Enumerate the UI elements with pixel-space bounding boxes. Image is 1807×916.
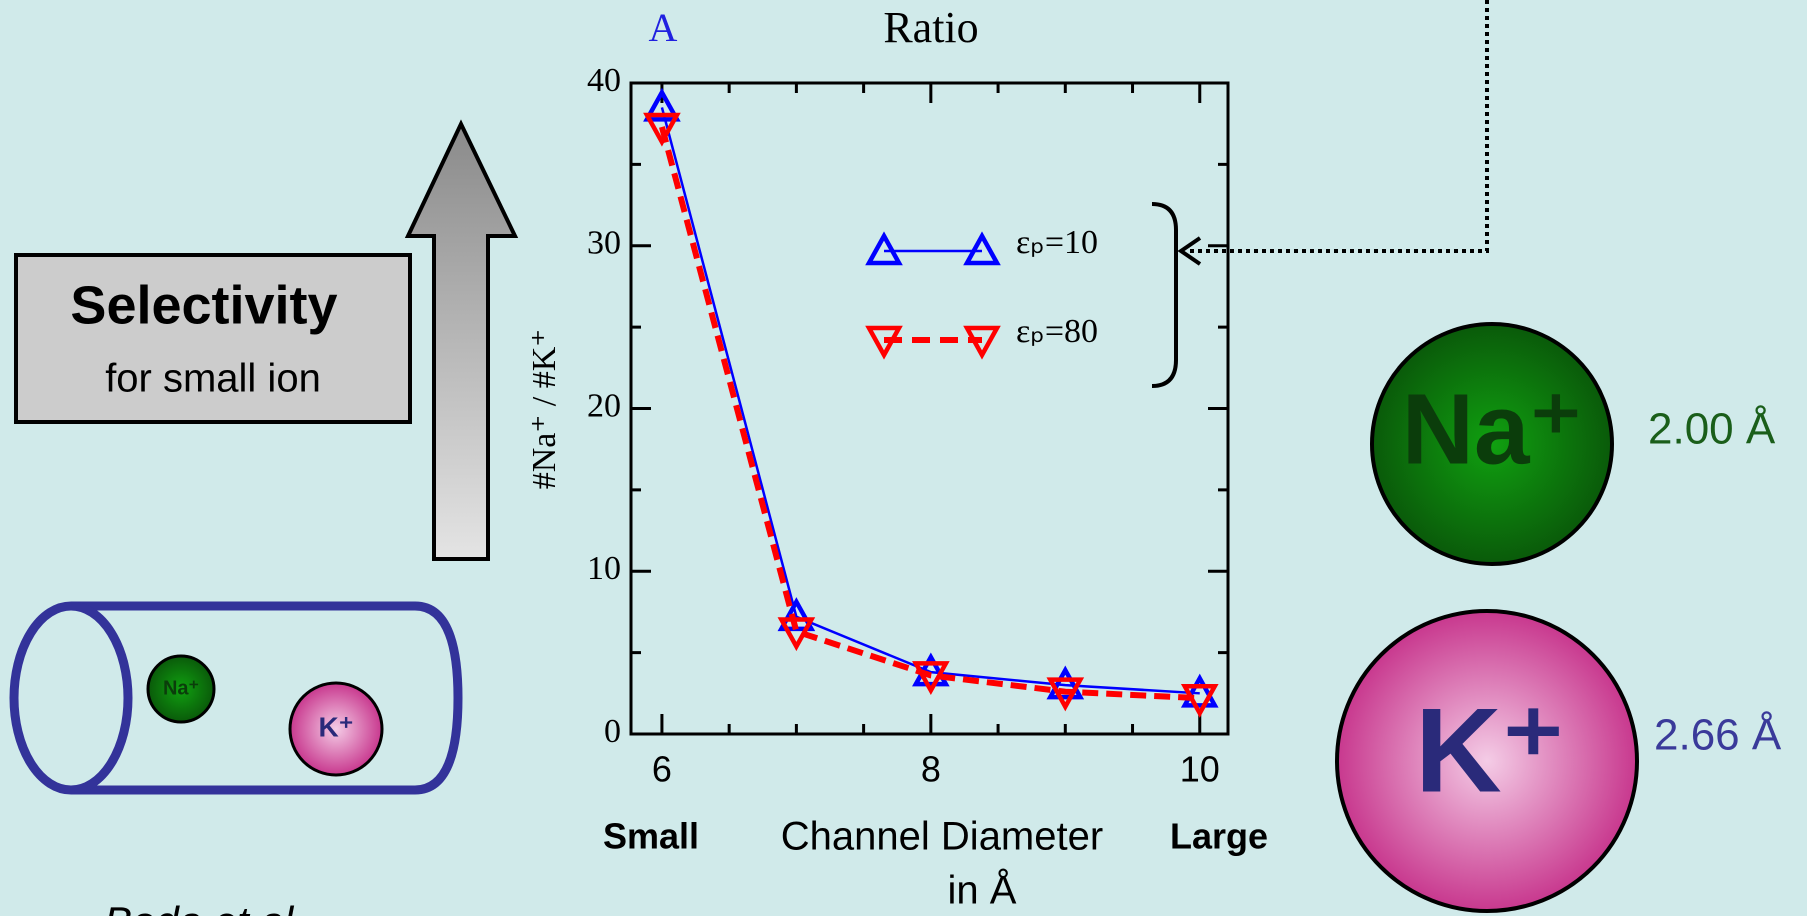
x-tick-label: 10 [1180, 749, 1220, 790]
up-arrow [408, 124, 515, 559]
selectivity-subtitle: for small ion [105, 357, 321, 401]
chart-title: Ratio [883, 3, 978, 52]
x-axis-label: Channel Diameter [781, 815, 1103, 859]
na-radius: 2.00 Å [1648, 405, 1776, 454]
x-tick-label: 8 [921, 749, 941, 790]
x-range-label-small: Small [603, 816, 699, 857]
y-axis-label: #Na⁺ / #K⁺ [526, 329, 563, 490]
x-axis-label: in Å [948, 868, 1017, 913]
legend-label: εₚ=80 [1016, 313, 1098, 350]
k-label: K⁺ [1415, 684, 1565, 818]
na-label: Na⁺ [1402, 373, 1583, 485]
selectivity-title: Selectivity [70, 275, 337, 335]
y-tick-label: 20 [587, 387, 621, 424]
y-tick-label: 10 [587, 550, 621, 587]
small-na-label: Na⁺ [163, 677, 199, 699]
citation: Boda et al. [104, 898, 305, 916]
series-line [662, 107, 1200, 693]
marker [967, 236, 997, 263]
channel-opening [14, 606, 128, 790]
small-k-label: K⁺ [319, 711, 354, 742]
legend-bracket [1152, 204, 1176, 386]
x-range-label-large: Large [1170, 816, 1268, 857]
dotted-connector [1186, 0, 1487, 251]
slide: Selectivity for small ion Na⁺ K⁺ Na⁺ 2.0… [0, 0, 1807, 916]
plot-frame [631, 83, 1228, 734]
panel-label: A [649, 5, 678, 50]
x-tick-label: 6 [652, 749, 672, 790]
page: {"chart_data": {"type": "line", "panel_l… [0, 0, 1807, 916]
k-radius: 2.66 Å [1654, 711, 1782, 760]
y-tick-label: 30 [587, 225, 621, 262]
legend-label: εₚ=10 [1016, 224, 1098, 261]
y-tick-label: 40 [587, 62, 621, 99]
marker [869, 236, 899, 263]
y-tick-label: 0 [604, 713, 621, 750]
